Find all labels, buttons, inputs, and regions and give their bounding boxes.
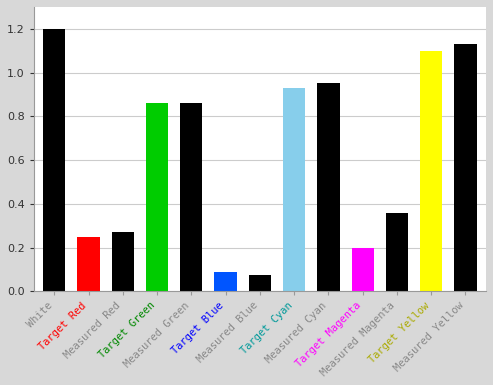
Bar bbox=[77, 236, 100, 291]
Bar bbox=[112, 232, 134, 291]
Bar bbox=[455, 44, 477, 291]
Bar bbox=[214, 271, 237, 291]
Bar bbox=[386, 213, 408, 291]
Bar bbox=[317, 84, 340, 291]
Bar bbox=[43, 29, 66, 291]
Bar bbox=[283, 88, 305, 291]
Bar bbox=[249, 275, 271, 291]
Bar bbox=[180, 103, 203, 291]
Bar bbox=[352, 248, 374, 291]
Bar bbox=[146, 103, 168, 291]
Bar bbox=[420, 51, 442, 291]
